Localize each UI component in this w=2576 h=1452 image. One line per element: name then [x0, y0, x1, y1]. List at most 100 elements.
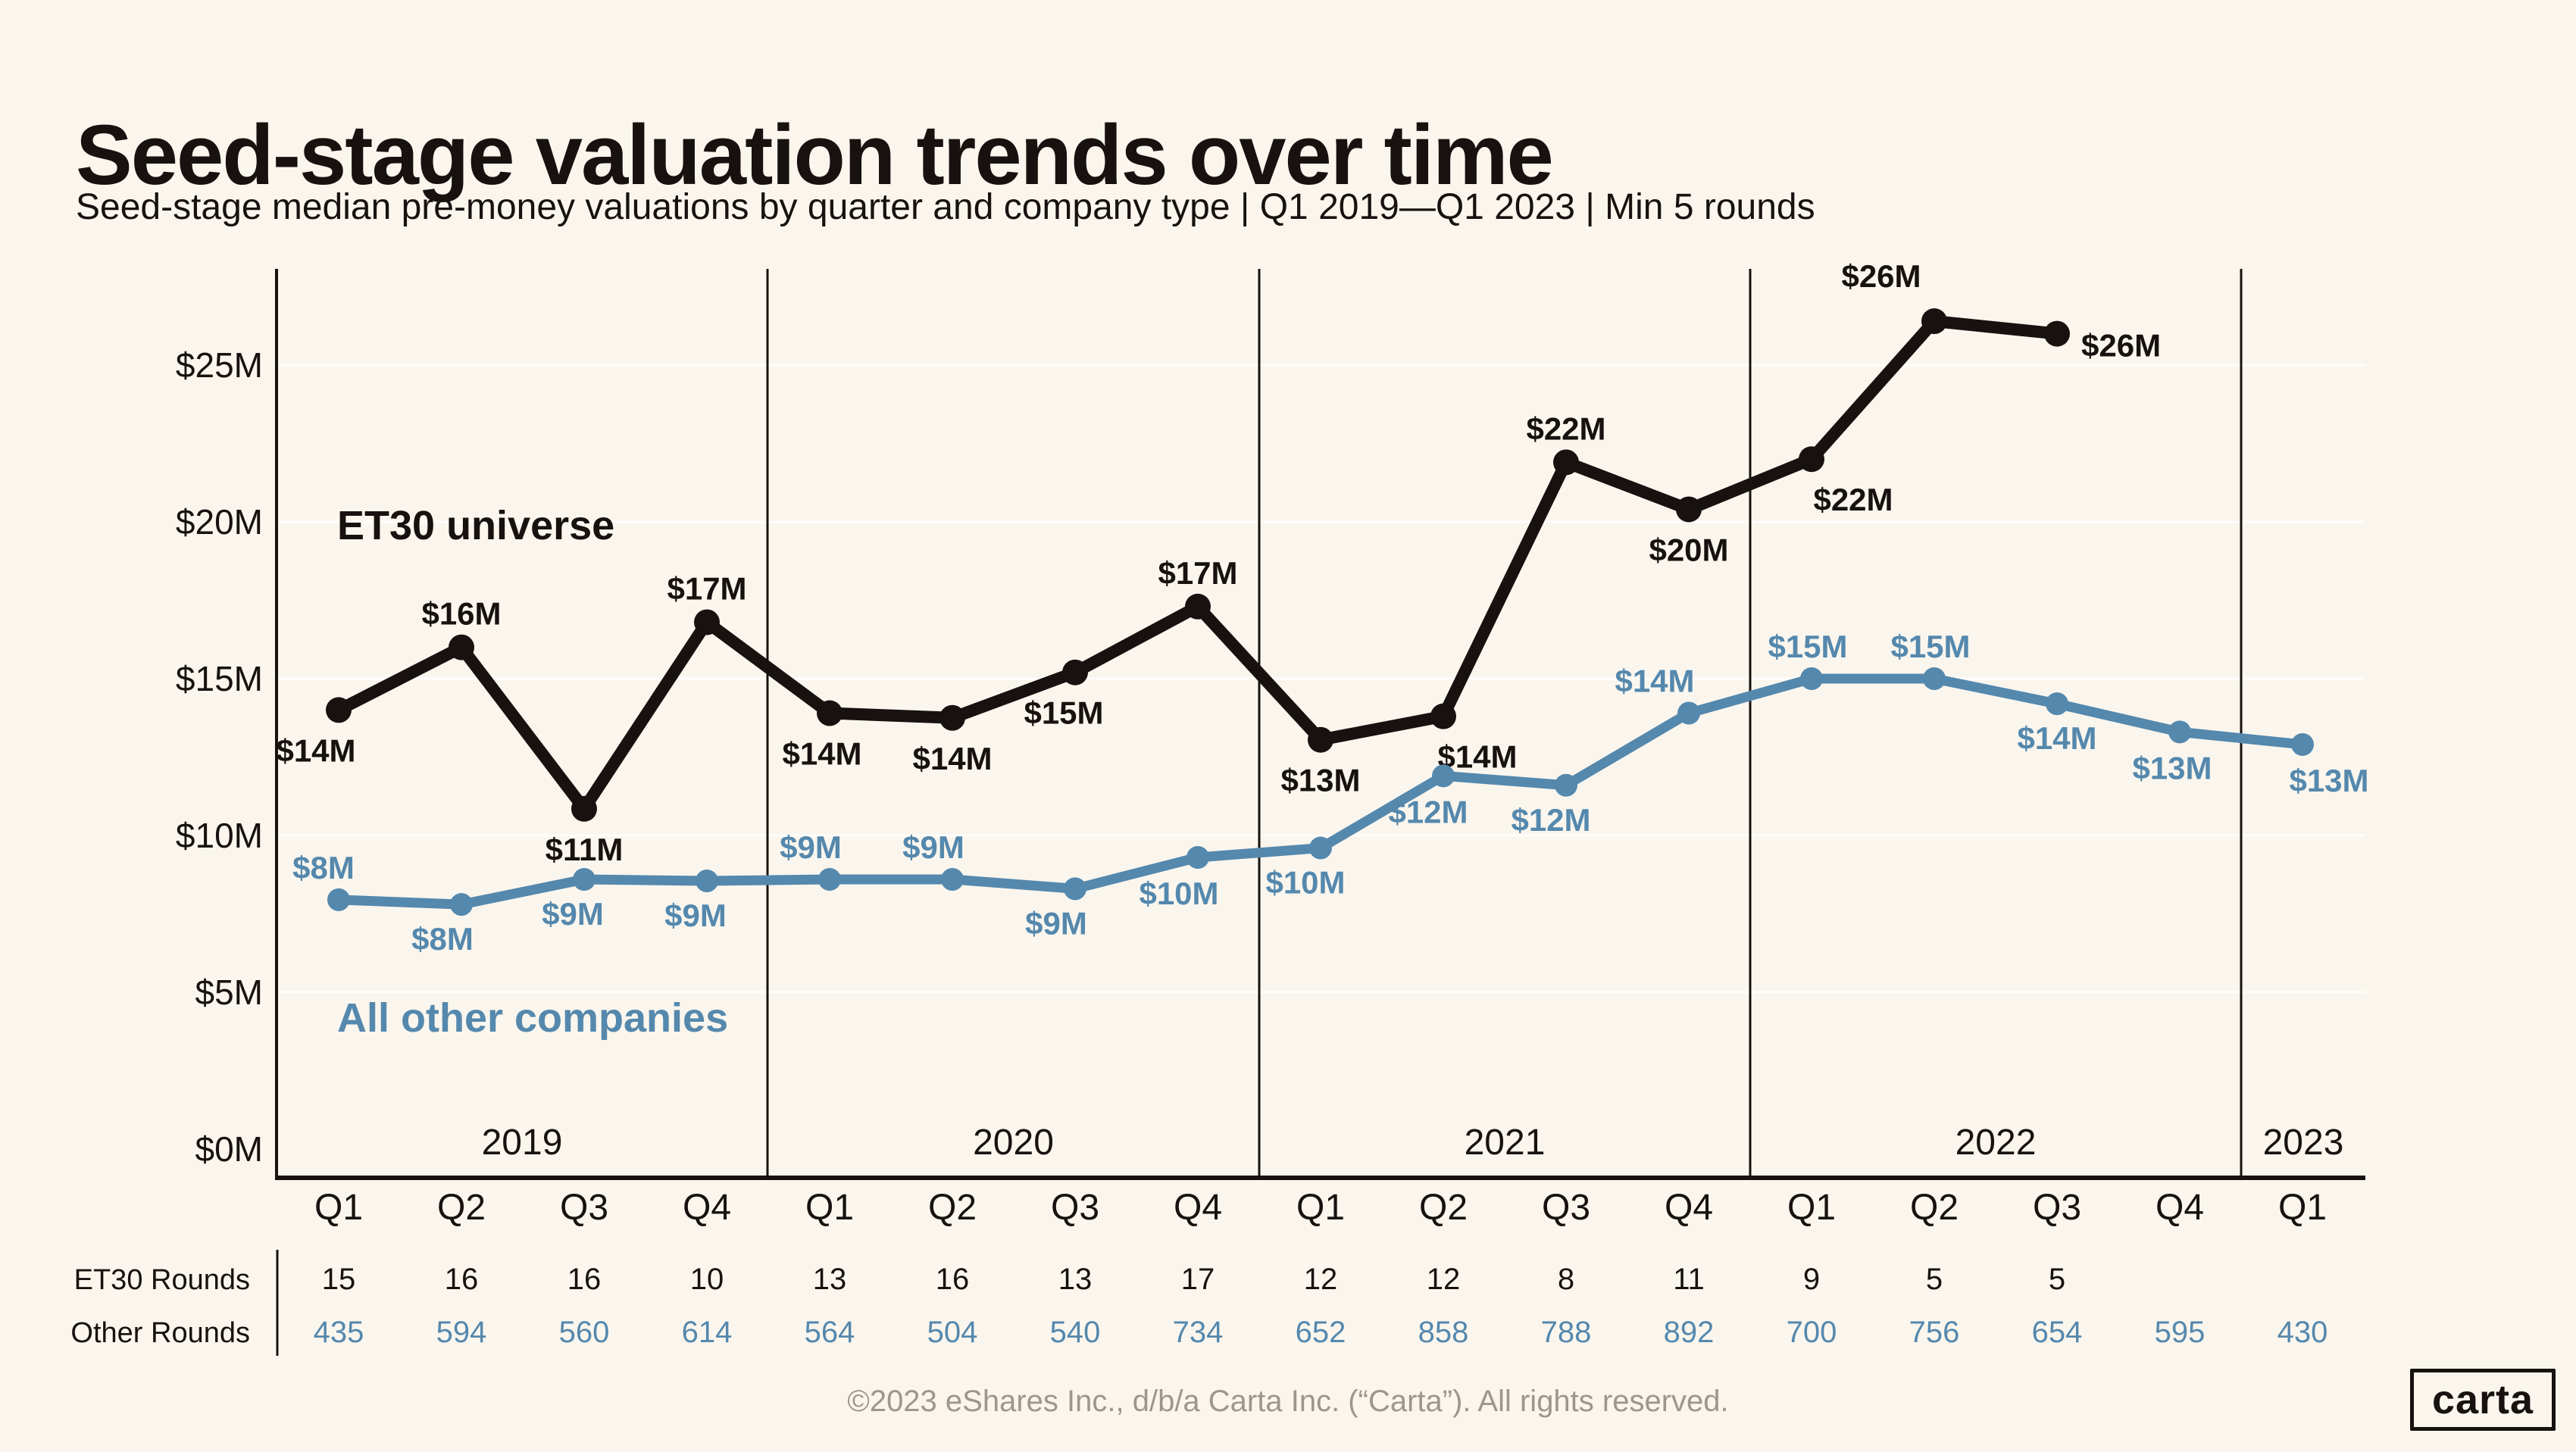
table-cell-value: 9 [1803, 1263, 1820, 1296]
data-point [1186, 845, 1209, 869]
data-point [941, 867, 964, 891]
year-label: 2023 [2263, 1123, 2344, 1163]
data-point-label: $17M [1158, 555, 1237, 591]
data-point-label: $22M [1813, 482, 1893, 517]
page-title: Seed-stage valuation trends over time [76, 108, 1554, 203]
series-label-et30: ET30 universe [337, 503, 614, 548]
table-cell-value: 5 [2049, 1263, 2065, 1296]
data-point-label: $13M [2289, 763, 2368, 798]
quarter-label: Q1 [1787, 1188, 1836, 1228]
table-cell-value: 8 [1558, 1263, 1574, 1296]
year-label: 2021 [1465, 1123, 1546, 1163]
table-row-label: ET30 Rounds [74, 1264, 250, 1296]
data-point [449, 634, 474, 660]
data-point [1309, 836, 1332, 860]
data-point-label: $14M [2017, 720, 2096, 756]
data-point [1555, 773, 1577, 797]
data-point-label: $11M [546, 832, 624, 867]
table-cell-value: 16 [936, 1263, 970, 1296]
quarter-label: Q1 [2278, 1188, 2327, 1228]
table-cell-value: 13 [1058, 1263, 1093, 1296]
y-tick-label: $20M [176, 502, 263, 542]
quarter-label: Q4 [1174, 1188, 1222, 1228]
data-point [1677, 701, 1700, 725]
data-point [571, 795, 597, 822]
table-cell-value: 11 [1673, 1263, 1705, 1296]
data-point [450, 893, 473, 916]
series-label-other: All other companies [337, 995, 728, 1041]
data-point-label: $26M [2081, 328, 2161, 364]
data-point-label: $10M [1139, 876, 1218, 911]
table-cell-value: 12 [1304, 1263, 1338, 1296]
table-cell-value: 892 [1664, 1316, 1715, 1349]
quarter-label: Q1 [805, 1188, 854, 1228]
data-point [1308, 726, 1333, 753]
data-point-label: $17M [667, 570, 746, 606]
data-point [326, 697, 352, 723]
quarter-label: Q1 [1296, 1188, 1345, 1228]
data-point-label: $12M [1388, 794, 1468, 829]
data-point [1430, 703, 1456, 729]
table-cell-value: 16 [567, 1263, 602, 1296]
data-point-label: $14M [1615, 664, 1694, 699]
data-point [1799, 446, 1824, 473]
quarter-label: Q4 [2156, 1188, 2204, 1228]
quarter-label: Q3 [1542, 1188, 1590, 1228]
table-cell-value: 700 [1787, 1316, 1837, 1349]
quarter-label: Q3 [560, 1188, 608, 1228]
quarter-label: Q3 [1051, 1188, 1099, 1228]
table-cell-value: 13 [813, 1263, 847, 1296]
year-label: 2019 [482, 1123, 563, 1163]
data-point-label: $12M [1511, 802, 1590, 838]
data-point-label: $16M [421, 596, 501, 632]
copyright-text: ©2023 eShares Inc., d/b/a Carta Inc. (“C… [847, 1385, 1729, 1418]
data-point [1923, 667, 1946, 690]
table-cell-value: 594 [436, 1316, 487, 1349]
table-cell-value: 5 [1926, 1263, 1943, 1296]
data-point [2046, 692, 2068, 716]
data-point [573, 867, 596, 891]
table-cell-value: 504 [927, 1316, 978, 1349]
data-point-label: $13M [1280, 763, 1360, 798]
chart-subtitle: Seed-stage median pre-money valuations b… [76, 187, 1815, 227]
table-cell-value: 17 [1181, 1263, 1215, 1296]
table-cell-value: 15 [322, 1263, 356, 1296]
y-tick-label: $0M [195, 1129, 263, 1169]
data-point [1432, 764, 1455, 788]
table-cell-value: 564 [805, 1316, 855, 1349]
data-point-label: $26M [1841, 258, 1921, 294]
table-cell-value: 858 [1418, 1316, 1469, 1349]
quarter-label: Q3 [2033, 1188, 2081, 1228]
data-point-label: $8M [292, 850, 355, 885]
table-cell-value: 734 [1173, 1316, 1224, 1349]
data-point-label: $14M [276, 732, 355, 768]
quarter-label: Q4 [683, 1188, 731, 1228]
data-point [1553, 449, 1579, 476]
data-point-label: $9M [664, 898, 727, 933]
quarter-label: Q2 [437, 1188, 486, 1228]
y-tick-label: $15M [176, 659, 263, 698]
quarter-label: Q2 [1419, 1188, 1468, 1228]
data-point [1062, 659, 1088, 685]
data-point-label: $9M [542, 896, 604, 932]
data-point [2291, 732, 2314, 756]
data-point-label: $14M [782, 736, 861, 772]
quarter-label: Q2 [1910, 1188, 1959, 1228]
data-point [1185, 593, 1211, 620]
data-point-label: $9M [902, 829, 964, 865]
data-point-label: $20M [1649, 532, 1728, 567]
table-cell-value: 16 [445, 1263, 479, 1296]
data-point [2044, 320, 2070, 347]
data-point-label: $14M [912, 741, 992, 776]
data-point [327, 888, 350, 911]
year-label: 2022 [1955, 1123, 2037, 1163]
table-cell-value: 654 [2032, 1316, 2083, 1349]
data-point-label: $13M [2132, 750, 2212, 785]
data-point-label: $9M [780, 829, 842, 865]
data-point-label: $22M [1526, 411, 1605, 446]
y-tick-label: $5M [195, 973, 263, 1012]
y-tick-label: $10M [176, 816, 263, 855]
data-point [939, 704, 965, 731]
